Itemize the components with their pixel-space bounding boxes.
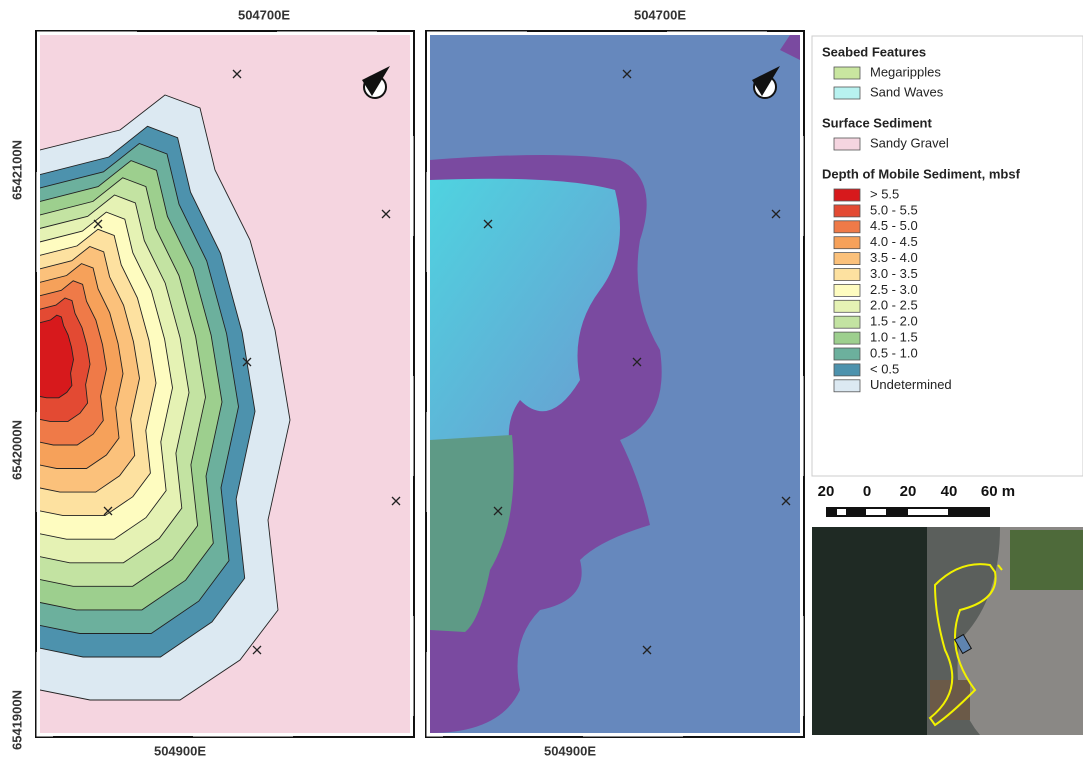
legend-swatch (834, 316, 860, 328)
legend-swatch (834, 332, 860, 344)
legend-label: Sand Waves (870, 84, 944, 99)
legend-swatch (834, 237, 860, 249)
easting-bottom: 504900E (544, 743, 596, 758)
legend-label: 4.0 - 4.5 (870, 234, 918, 249)
legend-label: 3.0 - 3.5 (870, 266, 918, 281)
scale-label: 0 (863, 483, 871, 500)
legend-swatch (834, 348, 860, 360)
legend-label: 4.5 - 5.0 (870, 218, 918, 233)
scale-label: 60 m (981, 483, 1015, 500)
legend-swatch (834, 221, 860, 233)
legend-label: Undetermined (870, 377, 952, 392)
scale-label: 20 (818, 483, 835, 500)
easting-bottom: 504900E (154, 743, 206, 758)
legend-swatch (834, 138, 860, 150)
legend-swatch (834, 269, 860, 281)
legend-label: 5.0 - 5.5 (870, 202, 918, 217)
legend-section-title: Surface Sediment (822, 115, 932, 130)
legend-label: 3.5 - 4.0 (870, 250, 918, 265)
legend-swatch (834, 189, 860, 201)
legend-label: Megaripples (870, 64, 941, 79)
legend-swatch (834, 253, 860, 265)
northing: 6542000N (9, 420, 24, 480)
legend-swatch (834, 205, 860, 217)
scale-label: 40 (941, 483, 958, 500)
legend-label: 2.0 - 2.5 (870, 298, 918, 313)
easting-top: 504700E (634, 7, 686, 22)
legend-swatch (834, 87, 860, 99)
legend-label: > 5.5 (870, 186, 899, 201)
legend-label: 0.5 - 1.0 (870, 345, 918, 360)
northing: 6541900N (9, 690, 24, 750)
legend-label: 2.5 - 3.0 (870, 282, 918, 297)
scale-bar: 20 0 20 40 60 m (818, 483, 1015, 517)
legend-label: 1.5 - 2.0 (870, 314, 918, 329)
page: 504700E 504900E 6542100N 6542000N 654190… (0, 0, 1083, 767)
legend-swatch (834, 284, 860, 296)
legend-label: < 0.5 (870, 361, 899, 376)
legend-label: 1.0 - 1.5 (870, 330, 918, 345)
easting-top: 504700E (238, 7, 290, 22)
scale-label: 20 (900, 483, 917, 500)
legend-swatch (834, 300, 860, 312)
legend-section-title: Seabed Features (822, 44, 926, 59)
legend-swatch (834, 67, 860, 79)
legend-label: Sandy Gravel (870, 135, 949, 150)
legend-section-title: Depth of Mobile Sediment, mbsf (822, 166, 1021, 181)
legend-swatch (834, 364, 860, 376)
legend-swatch (834, 380, 860, 392)
northing: 6542100N (9, 140, 24, 200)
inset-map (812, 527, 1083, 735)
